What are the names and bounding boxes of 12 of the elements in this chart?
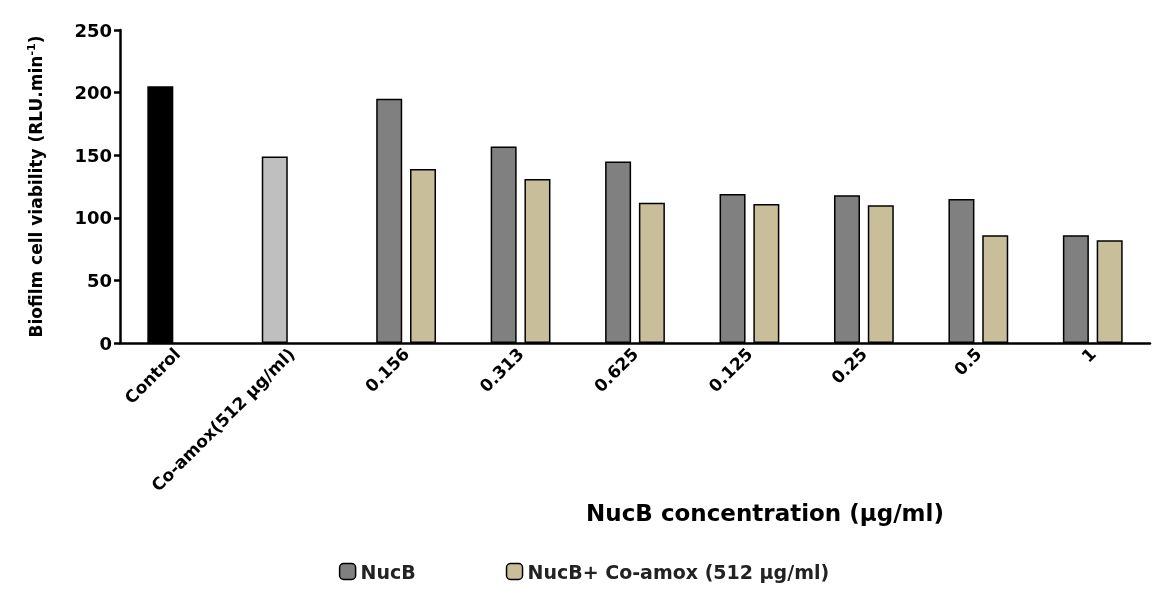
legend-label: NucB bbox=[360, 560, 416, 583]
y-tick-label: 250 bbox=[74, 19, 112, 41]
y-tick-label: 100 bbox=[74, 207, 112, 229]
y-tick-label: 150 bbox=[74, 144, 112, 166]
x-axis-title: NucB concentration (µg/ml) bbox=[586, 500, 944, 526]
y-axis-title: Biofilm cell viability (RLU.min-1) bbox=[25, 35, 46, 338]
x-tick-label: 1 bbox=[1077, 343, 1100, 367]
y-tick-label: 200 bbox=[74, 82, 112, 104]
y-tick-label: 50 bbox=[86, 269, 112, 291]
y-tick-label: 0 bbox=[99, 332, 112, 354]
legend-label: NucB+ Co-amox (512 µg/ml) bbox=[527, 560, 830, 583]
x-tick-label: 0.5 bbox=[949, 343, 986, 380]
